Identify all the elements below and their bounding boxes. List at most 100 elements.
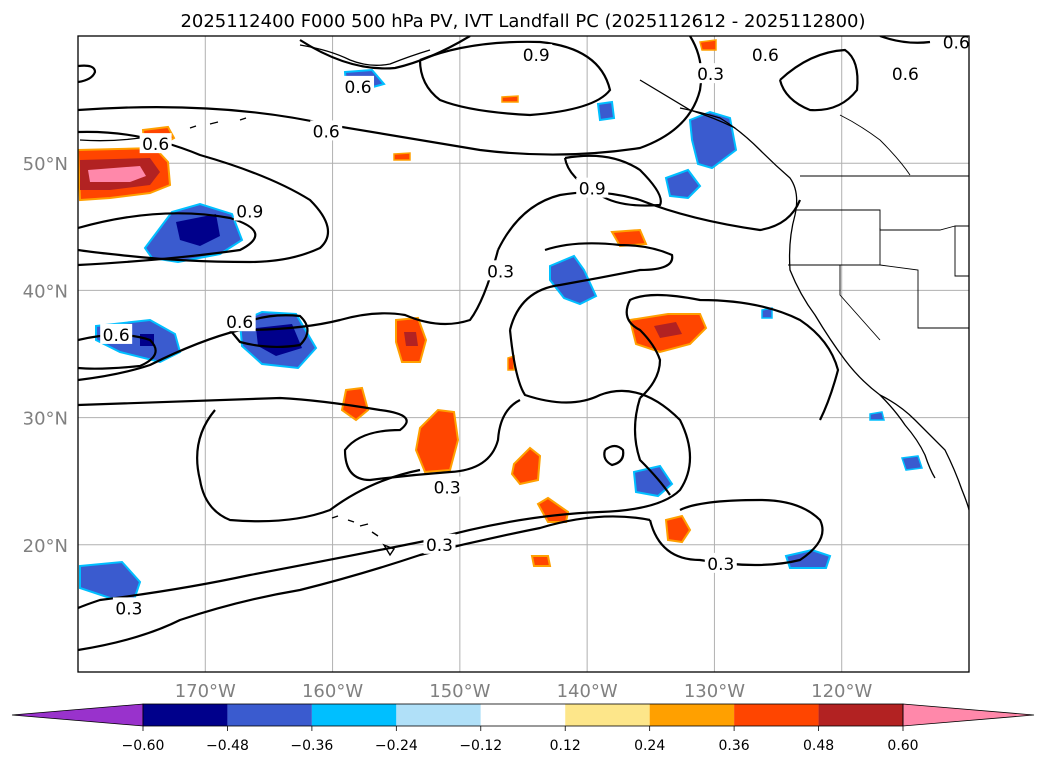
contour-label-bg [889, 63, 922, 84]
negative-anomaly-region [688, 110, 738, 170]
y-axis: 20°N 30°N 40°N 50°N [23, 154, 68, 557]
contour-label: 0.3 [434, 479, 461, 499]
y-tick-label: 50°N [23, 154, 68, 175]
x-tick-label: 170°W [175, 681, 236, 702]
positive-anomaly-region [414, 408, 460, 474]
map-content [78, 36, 969, 652]
y-tick-label: 30°N [23, 409, 68, 430]
contour-label-bg [704, 552, 737, 573]
contour-line [78, 396, 521, 482]
negative-anomaly-region [900, 455, 924, 471]
positive-anomaly-region [530, 555, 552, 567]
contour-label: 0.6 [226, 313, 253, 333]
map-frame [77, 35, 970, 673]
contour-line [879, 36, 931, 44]
contour-label: 0.6 [142, 135, 169, 155]
contour-label-bg [576, 177, 609, 198]
contour-label-bg [139, 133, 172, 154]
colorbar-tick-label: 0.36 [719, 738, 750, 754]
contour-label: 0.6 [345, 78, 372, 98]
contour-line [78, 249, 500, 382]
colorbar-extend-low [11, 703, 144, 727]
contour-line [78, 329, 691, 610]
contour-line [778, 48, 859, 112]
colorbar-tick-label: −0.24 [375, 738, 418, 754]
gridlines [78, 36, 969, 672]
contour-line [603, 444, 625, 467]
colorbar-bin [818, 704, 903, 726]
contour-label: 0.3 [487, 262, 514, 282]
positive-anomaly-region [340, 386, 370, 422]
positive-anomaly-peak [88, 166, 146, 182]
aleutian-islands [79, 117, 247, 142]
contour-label: 0.6 [313, 122, 340, 142]
contour-line [633, 397, 671, 496]
negative-anomaly-region [632, 464, 674, 498]
positive-anomaly-region [699, 39, 717, 51]
positive-anomaly-region [501, 95, 519, 103]
positive-anomaly-region [393, 152, 411, 161]
state-borders [788, 114, 969, 341]
x-tick-label: 130°W [684, 681, 745, 702]
colorbar-bin [143, 704, 228, 726]
colorbar-tick-label: 0.12 [550, 738, 581, 754]
contour-line [299, 36, 471, 70]
colorbar-bin [227, 704, 312, 726]
contour-line [78, 64, 97, 84]
negative-anomaly-core [256, 324, 302, 356]
baja-california [879, 394, 936, 479]
x-tick-label: 120°W [811, 681, 872, 702]
positive-anomaly-region [507, 354, 515, 371]
y-tick-label: 20°N [23, 536, 68, 557]
x-tick-label: 140°W [557, 681, 618, 702]
positive-anomaly-core [404, 332, 418, 346]
contour-line [228, 314, 309, 349]
alaska-coast-east [639, 79, 736, 129]
pv-contours [78, 36, 931, 652]
contour-label: 0.6 [103, 326, 130, 346]
colorbar-tick-label: 0.60 [887, 738, 918, 754]
contour-label-bg [223, 311, 256, 332]
contour-label-bg [310, 120, 343, 141]
map-background [78, 36, 969, 672]
hawaiian-islands [331, 515, 396, 557]
negative-anomaly-core [176, 214, 220, 246]
contour-line [78, 212, 257, 267]
negative-anomaly-region [869, 411, 885, 421]
contour-label: 0.3 [115, 599, 142, 619]
colorbar-tick-label: −0.60 [122, 738, 165, 754]
contour-label-bg [423, 533, 456, 554]
x-tick-label: 160°W [302, 681, 363, 702]
contour-label-layer: 0.9 0.6 0.6 0.6 0.6 0.3 0.6 0.6 0.9 0.9 0.3 0.6 0.6 0… [100, 31, 973, 619]
contour-line [497, 191, 802, 251]
contour-label-bg [342, 75, 375, 96]
contour-label-bg [233, 200, 266, 221]
contour-line [78, 36, 703, 156]
contour-line [418, 40, 612, 117]
contour-label: 0.6 [752, 46, 779, 66]
x-axis: 170°W 160°W 150°W 140°W 130°W 120°W [175, 681, 873, 702]
contour-label-bg [484, 260, 517, 281]
contour-line [78, 130, 330, 264]
positive-anomaly-region [510, 446, 542, 486]
y-tick-label: 40°N [23, 281, 68, 302]
colorbar-tick-label: −0.36 [290, 738, 333, 754]
contour-line [508, 242, 674, 331]
contour-label-bg [694, 63, 727, 84]
colorbar-outline [142, 703, 904, 727]
north-america-west-coast [679, 107, 969, 511]
positive-anomaly-region [610, 228, 648, 248]
negative-anomaly-region [596, 100, 616, 122]
contour-line [625, 293, 840, 421]
contour-label: 0.9 [236, 203, 263, 223]
positive-anomaly-region [664, 514, 692, 544]
contour-label: 0.6 [943, 33, 970, 53]
contour-label-bg [749, 44, 782, 65]
colorbar-bin [480, 704, 566, 726]
contour-line [78, 515, 651, 652]
colorbar-bin [311, 704, 397, 726]
colorbar-bin [649, 704, 735, 726]
contour-label: 0.9 [523, 46, 550, 66]
alaska-coast [299, 44, 431, 66]
